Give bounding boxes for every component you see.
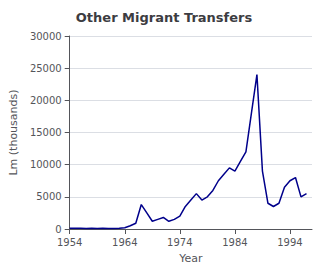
svg-text:25000: 25000 [30, 63, 62, 74]
svg-text:0: 0 [55, 224, 61, 235]
svg-text:1964: 1964 [112, 237, 137, 248]
svg-text:1974: 1974 [167, 237, 192, 248]
svg-text:10000: 10000 [30, 159, 62, 170]
svg-text:20000: 20000 [30, 95, 62, 106]
svg-text:Other Migrant Transfers: Other Migrant Transfers [76, 10, 253, 25]
svg-text:Lm (thousands): Lm (thousands) [7, 89, 20, 175]
svg-text:Year: Year [178, 252, 203, 265]
svg-text:1994: 1994 [277, 237, 302, 248]
svg-text:1954: 1954 [57, 237, 82, 248]
svg-text:1984: 1984 [222, 237, 247, 248]
svg-text:30000: 30000 [30, 31, 62, 42]
svg-text:15000: 15000 [30, 127, 62, 138]
svg-text:5000: 5000 [36, 191, 61, 202]
